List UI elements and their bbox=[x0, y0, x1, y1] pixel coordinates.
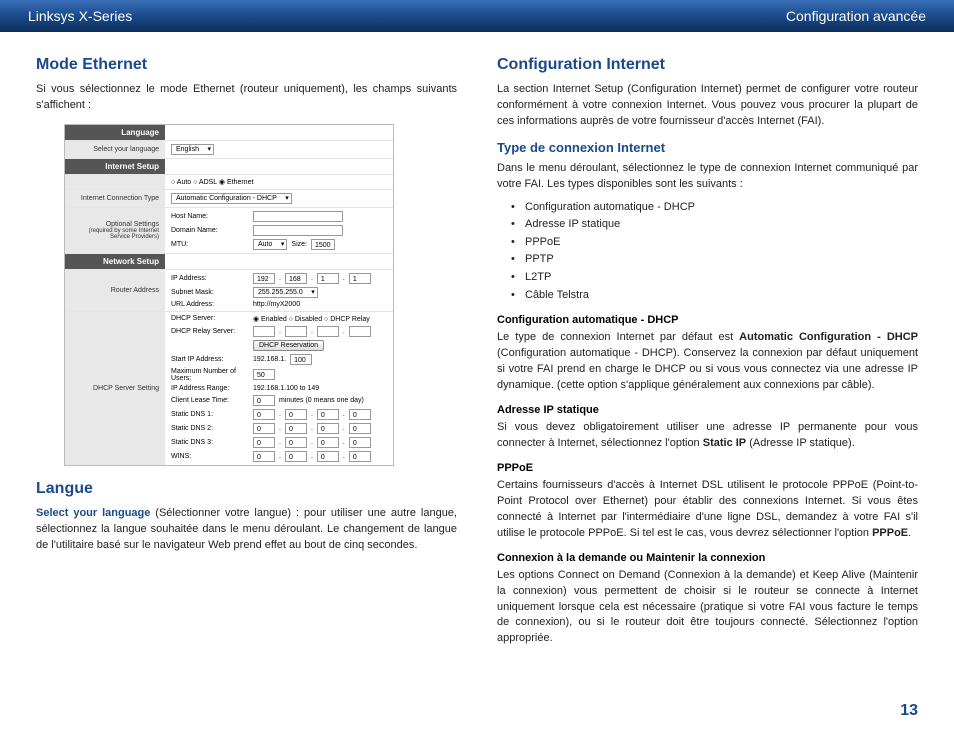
heading-type-conn: Type de connexion Internet bbox=[497, 140, 918, 155]
heading-conn-demand: Connexion à la demande ou Maintenir la c… bbox=[497, 552, 918, 564]
dhcp-res-btn[interactable]: DHCP Reservation bbox=[253, 340, 324, 351]
page-number: 13 bbox=[900, 702, 918, 720]
domain-input[interactable] bbox=[253, 225, 343, 236]
heading-langue: Langue bbox=[36, 480, 457, 498]
list-item: Câble Telstra bbox=[525, 287, 918, 305]
para-pppoe: Certains fournisseurs d'accès à Internet… bbox=[497, 478, 918, 542]
list-item: Adresse IP statique bbox=[525, 216, 918, 234]
para-langue: Select your language (Sélectionner votre… bbox=[36, 506, 457, 554]
config-screenshot: Language Select your languageEnglish Int… bbox=[64, 124, 394, 466]
heading-static: Adresse IP statique bbox=[497, 404, 918, 416]
para-dhcp: Le type de connexion Internet par défaut… bbox=[497, 330, 918, 394]
para-config: La section Internet Setup (Configuration… bbox=[497, 82, 918, 130]
types-list: Configuration automatique - DHCP Adresse… bbox=[497, 199, 918, 305]
header-bar: Linksys X-Series Configuration avancée bbox=[0, 0, 954, 32]
para-static: Si vous devez obligatoirement utiliser u… bbox=[497, 420, 918, 452]
left-column: Mode Ethernet Si vous sélectionnez le mo… bbox=[36, 56, 457, 653]
heading-dhcp: Configuration automatique - DHCP bbox=[497, 314, 918, 326]
heading-pppoe: PPPoE bbox=[497, 462, 918, 474]
para-type: Dans le menu déroulant, sélectionnez le … bbox=[497, 161, 918, 193]
heading-config-internet: Configuration Internet bbox=[497, 56, 918, 74]
content: Mode Ethernet Si vous sélectionnez le mo… bbox=[0, 32, 954, 653]
heading-ethernet: Mode Ethernet bbox=[36, 56, 457, 74]
conn-type-select[interactable]: Automatic Configuration - DHCP bbox=[171, 193, 292, 204]
para-ethernet: Si vous sélectionnez le mode Ethernet (r… bbox=[36, 82, 457, 114]
list-item: Configuration automatique - DHCP bbox=[525, 199, 918, 217]
para-conn-demand: Les options Connect on Demand (Connexion… bbox=[497, 568, 918, 648]
lang-select[interactable]: English bbox=[171, 144, 214, 155]
header-right: Configuration avancée bbox=[786, 8, 926, 24]
list-item: PPTP bbox=[525, 251, 918, 269]
list-item: PPPoE bbox=[525, 234, 918, 252]
mode-radios[interactable]: ○ Auto ○ ADSL ◉ Ethernet bbox=[171, 178, 253, 186]
host-input[interactable] bbox=[253, 211, 343, 222]
right-column: Configuration Internet La section Intern… bbox=[497, 56, 918, 653]
header-left: Linksys X-Series bbox=[28, 8, 132, 24]
list-item: L2TP bbox=[525, 269, 918, 287]
